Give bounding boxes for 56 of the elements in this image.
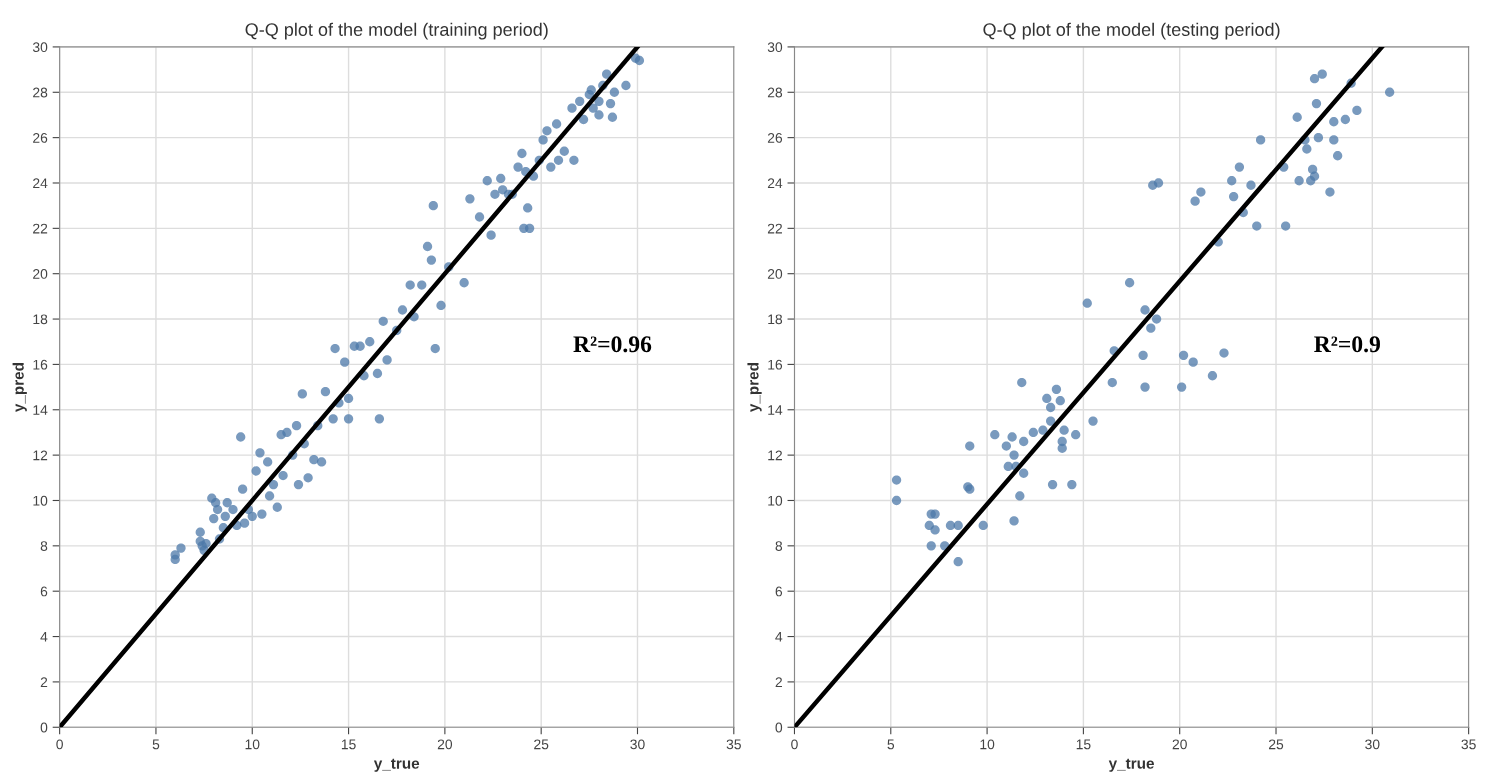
y-tick-label: 2 xyxy=(40,677,48,687)
y-tick-label: 6 xyxy=(40,586,48,597)
y-tick-label: 26 xyxy=(767,132,783,143)
x-tick-label: 25 xyxy=(1268,739,1284,750)
x-tick-label: 20 xyxy=(1172,739,1187,750)
y-tick-label: 24 xyxy=(33,178,48,189)
y-tick-label: 12 xyxy=(33,450,48,461)
x-tick-label: 25 xyxy=(534,739,549,750)
y-tick-label: 0 xyxy=(775,722,783,733)
y-tick-label: 24 xyxy=(767,178,783,189)
x-tick-label: 10 xyxy=(980,739,995,750)
x-tick-label: 20 xyxy=(437,739,453,750)
annotation: R²=0.9 xyxy=(1314,336,1380,353)
y-tick-label: 22 xyxy=(767,223,782,234)
x-tick-label: 5 xyxy=(887,739,895,750)
y-tick-label: 18 xyxy=(768,314,783,325)
y-tick-label: 30 xyxy=(32,42,48,53)
y-tick-label: 0 xyxy=(40,722,48,733)
x-tick-label: 35 xyxy=(726,739,741,750)
x-tick-label: 0 xyxy=(56,739,63,750)
y-tick-label: 28 xyxy=(33,87,48,98)
x-tick-label: 30 xyxy=(630,739,645,750)
y-tick-label: 10 xyxy=(768,495,783,506)
y-tick-label: 20 xyxy=(767,269,783,279)
y-tick-label: 16 xyxy=(768,359,783,370)
y-tick-label: 16 xyxy=(33,359,48,370)
y-tick-label: 26 xyxy=(33,132,48,143)
y-tick-label: 8 xyxy=(775,541,783,552)
y-tick-label: 4 xyxy=(775,632,783,642)
y-tick-label: 20 xyxy=(33,269,48,279)
x-tick-label: 35 xyxy=(1461,739,1476,750)
x-tick-label: 15 xyxy=(1076,739,1091,750)
y-tick-label: 14 xyxy=(33,405,48,415)
x-tick-label: 0 xyxy=(791,739,798,750)
x-axis-title: y_true xyxy=(1108,758,1154,772)
x-tick-label: 5 xyxy=(152,739,160,750)
x-axis-title: y_true xyxy=(373,758,420,772)
y-tick-label: 22 xyxy=(33,223,48,234)
y-tick-label: 8 xyxy=(40,541,48,552)
annotation: R²=0.96 xyxy=(573,336,652,353)
y-tick-label: 28 xyxy=(767,87,783,98)
x-tick-label: 15 xyxy=(341,739,356,750)
y-tick-label: 2 xyxy=(775,677,782,687)
y-tick-label: 18 xyxy=(33,314,48,325)
y-tick-label: 6 xyxy=(775,586,783,597)
y-tick-label: 14 xyxy=(768,405,783,415)
y-tick-label: 12 xyxy=(768,450,782,461)
y-axis-title: y_pred xyxy=(747,363,762,413)
y-tick-label: 4 xyxy=(40,632,48,642)
y-tick-label: 30 xyxy=(767,42,783,53)
chart-title: Q-Q plot of the model (testing period) xyxy=(983,22,1280,40)
x-tick-label: 30 xyxy=(1365,739,1380,750)
y-tick-label: 10 xyxy=(33,495,48,506)
chart-title: Q-Q plot of the model (training period) xyxy=(245,22,548,40)
y-axis-title: y_pred xyxy=(12,363,27,413)
x-tick-label: 10 xyxy=(245,739,260,750)
